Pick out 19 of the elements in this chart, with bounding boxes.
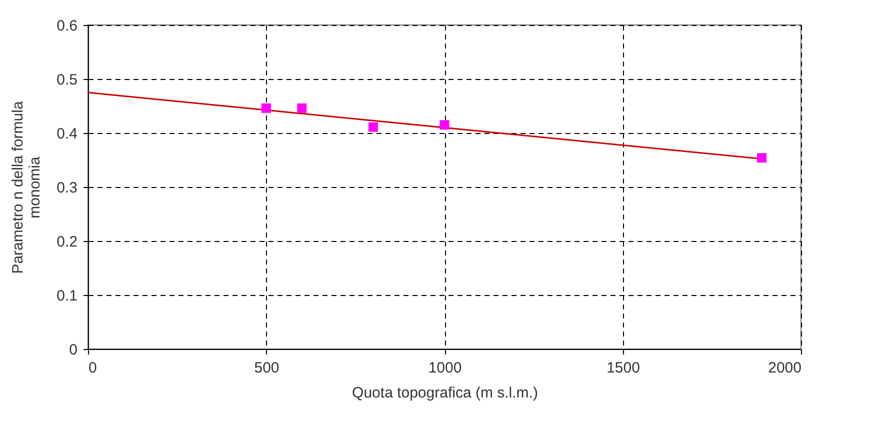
point bbox=[262, 103, 271, 113]
x-tick-label: 0 bbox=[88, 360, 97, 376]
point bbox=[297, 103, 307, 113]
x-tick-label: 1500 bbox=[606, 360, 640, 376]
point bbox=[757, 153, 767, 163]
y-axis-title: Parametro n della formula monomia bbox=[10, 100, 44, 274]
x-tick-label: 2000 bbox=[768, 360, 802, 376]
y-tick-label: 0 bbox=[69, 342, 78, 358]
y-tick-label: 0.1 bbox=[56, 288, 78, 304]
x-tick-label: 1000 bbox=[428, 360, 462, 376]
y-tick-label: 0.5 bbox=[56, 72, 78, 88]
y-tick-label: 0.3 bbox=[56, 180, 78, 196]
point bbox=[368, 122, 378, 132]
x-tick-label: 500 bbox=[254, 360, 280, 376]
y-tick-label: 0.2 bbox=[56, 234, 78, 250]
y-tick-label: 0.4 bbox=[56, 126, 78, 142]
point bbox=[440, 120, 450, 130]
y-tick-label: 0.6 bbox=[56, 18, 78, 34]
x-axis-title: Quota topografica (m s.l.m.) bbox=[352, 384, 538, 402]
